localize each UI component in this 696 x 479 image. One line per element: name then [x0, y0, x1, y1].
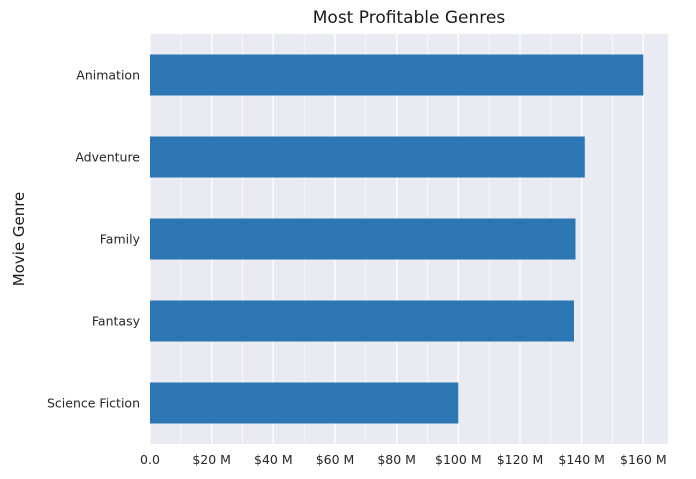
- y-tick-label: Family: [100, 232, 141, 247]
- x-tick-label: $80 M: [377, 452, 416, 467]
- y-tick-label: Fantasy: [92, 314, 141, 329]
- y-tick-label: Adventure: [75, 150, 140, 165]
- bar-family: [150, 218, 576, 260]
- x-tick-label: $160 M: [620, 452, 667, 467]
- bar-fantasy: [150, 300, 574, 342]
- y-tick-label: Animation: [76, 68, 140, 83]
- chart-title: Most Profitable Genres: [313, 8, 506, 28]
- bar-animation: [150, 54, 644, 96]
- bars: [150, 54, 644, 424]
- x-tick-label: $100 M: [435, 452, 482, 467]
- bar-science-fiction: [150, 382, 459, 424]
- x-tick-label: $60 M: [316, 452, 355, 467]
- x-tick-label: 0.0: [140, 452, 160, 467]
- x-tick-label: $120 M: [497, 452, 544, 467]
- x-tick-label: $20 M: [192, 452, 231, 467]
- y-axis-label: Movie Genre: [10, 192, 28, 287]
- x-tick-label: $140 M: [558, 452, 605, 467]
- x-tick-labels: 0.0 $20 M $40 M $60 M $80 M $100 M $120 M $140 …: [140, 452, 667, 467]
- x-tick-label: $40 M: [254, 452, 293, 467]
- y-tick-label: Science Fiction: [47, 396, 140, 411]
- bar-adventure: [150, 136, 585, 178]
- y-tick-labels: Animation Adventure Family Fantasy Science F…: [47, 68, 141, 411]
